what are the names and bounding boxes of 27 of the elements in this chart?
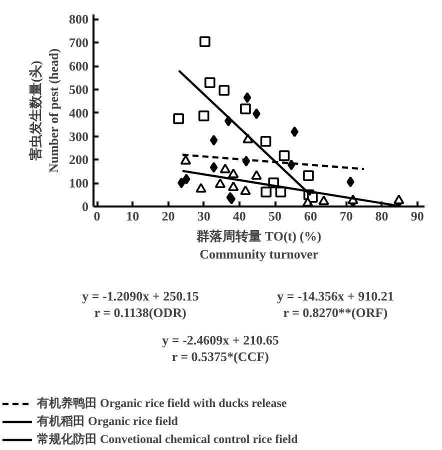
x-axis-title: 群落周转量 TO(t) (%) Community turnover xyxy=(196,228,322,262)
x-tick-label: 0 xyxy=(94,208,100,224)
text: y = -14.356x + 910.21 r = 0.8270**(ORF) xyxy=(277,288,394,320)
x-tick-label: 60 xyxy=(304,208,318,224)
x-tick-label: 30 xyxy=(197,208,210,224)
y-tick-label: 500 xyxy=(69,82,88,97)
x-tick-label: 10 xyxy=(126,208,140,224)
y-tick-label: 0 xyxy=(82,199,88,214)
y-tick-label: 700 xyxy=(69,35,88,50)
y-tick-label: 200 xyxy=(69,152,88,168)
y-tick-label: 300 xyxy=(69,128,88,144)
legend-label: 常规化防田 Convetional chemical control rice field xyxy=(37,431,298,448)
text: y = -1.2090x + 250.15 r = 0.1138(ODR) xyxy=(82,288,200,320)
x-tick-label: 80 xyxy=(375,208,388,224)
y-tick-label: 800 xyxy=(69,12,88,27)
x-tick-label: 20 xyxy=(162,208,175,224)
x-tick-label: 40 xyxy=(232,208,246,224)
y-axis-title: 害虫发生数量(头) Number of pest (head) xyxy=(28,48,61,173)
legend-label: 有机养鸭田 Organic rice field with ducks release xyxy=(37,395,287,412)
y-tick-label: 400 xyxy=(69,105,88,120)
y-tick-label: 600 xyxy=(69,58,88,74)
y-tick-label: 100 xyxy=(69,176,88,191)
x-tick-label: 50 xyxy=(268,208,282,224)
x-tick-label: 90 xyxy=(410,208,424,224)
text: y = -2.4609x + 210.65 r = 0.5375*(CCF) xyxy=(162,332,280,364)
legend-label: 有机稻田 Organic rice field xyxy=(37,413,178,430)
x-tick-label: 70 xyxy=(340,208,353,224)
